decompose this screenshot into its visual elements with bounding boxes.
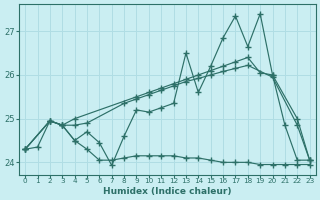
X-axis label: Humidex (Indice chaleur): Humidex (Indice chaleur): [103, 187, 232, 196]
